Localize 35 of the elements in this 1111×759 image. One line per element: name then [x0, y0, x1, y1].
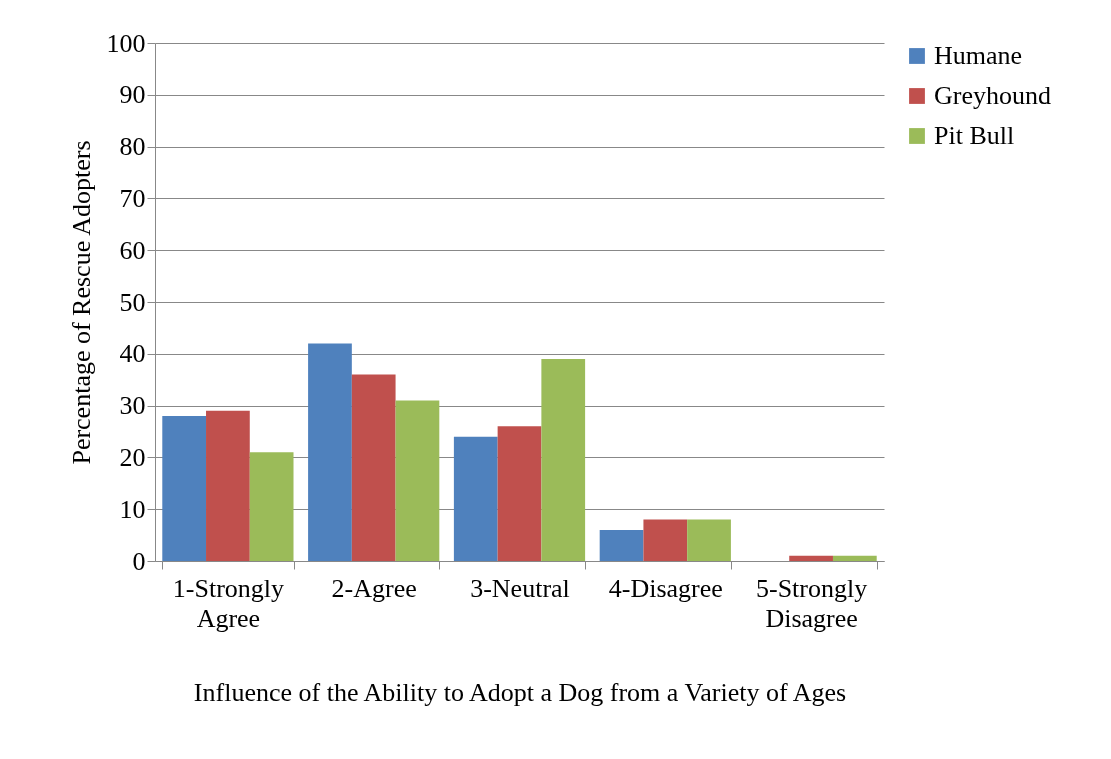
bar [453, 436, 498, 561]
bar [687, 519, 731, 561]
legend-label: Humane [934, 41, 1023, 70]
bar [497, 426, 542, 561]
x-tick-label: 2-Agree [331, 573, 417, 603]
x-axis-title: Influence of the Ability to Adopt a Dog from a Variety of Ages [193, 677, 847, 707]
bar [206, 410, 250, 561]
bar [599, 529, 644, 561]
legend-label: Greyhound [934, 81, 1051, 110]
y-tick-label: 70 [119, 183, 146, 213]
bar [395, 400, 440, 561]
bar [541, 358, 586, 561]
y-tick-label: 90 [119, 80, 146, 110]
bar [249, 452, 294, 561]
bar [351, 374, 396, 561]
bar [308, 343, 352, 561]
x-tick-label: 3-Neutral [470, 573, 570, 603]
x-tick-label: 1-Strongly Agree [172, 573, 285, 633]
bar [162, 415, 207, 561]
y-tick-label: 20 [119, 442, 146, 472]
y-tick-label: 80 [119, 132, 146, 162]
bar [832, 555, 877, 561]
y-tick-label: 10 [119, 494, 146, 524]
y-tick-label: 50 [119, 287, 146, 317]
x-tick-label: 5-Strongly Disagree [755, 573, 868, 633]
y-tick-label: 0 [132, 546, 146, 576]
y-axis-title: Percentage of Rescue Adopters [66, 140, 96, 465]
x-tick-label: 4-Disagree [608, 573, 723, 603]
y-tick-label: 60 [119, 235, 146, 265]
legend-label: Pit Bull [934, 121, 1015, 150]
y-tick-label: 40 [119, 339, 146, 369]
bar [643, 519, 688, 561]
y-tick-label: 30 [119, 391, 146, 421]
bar [789, 555, 833, 561]
y-tick-label: 100 [106, 28, 146, 58]
